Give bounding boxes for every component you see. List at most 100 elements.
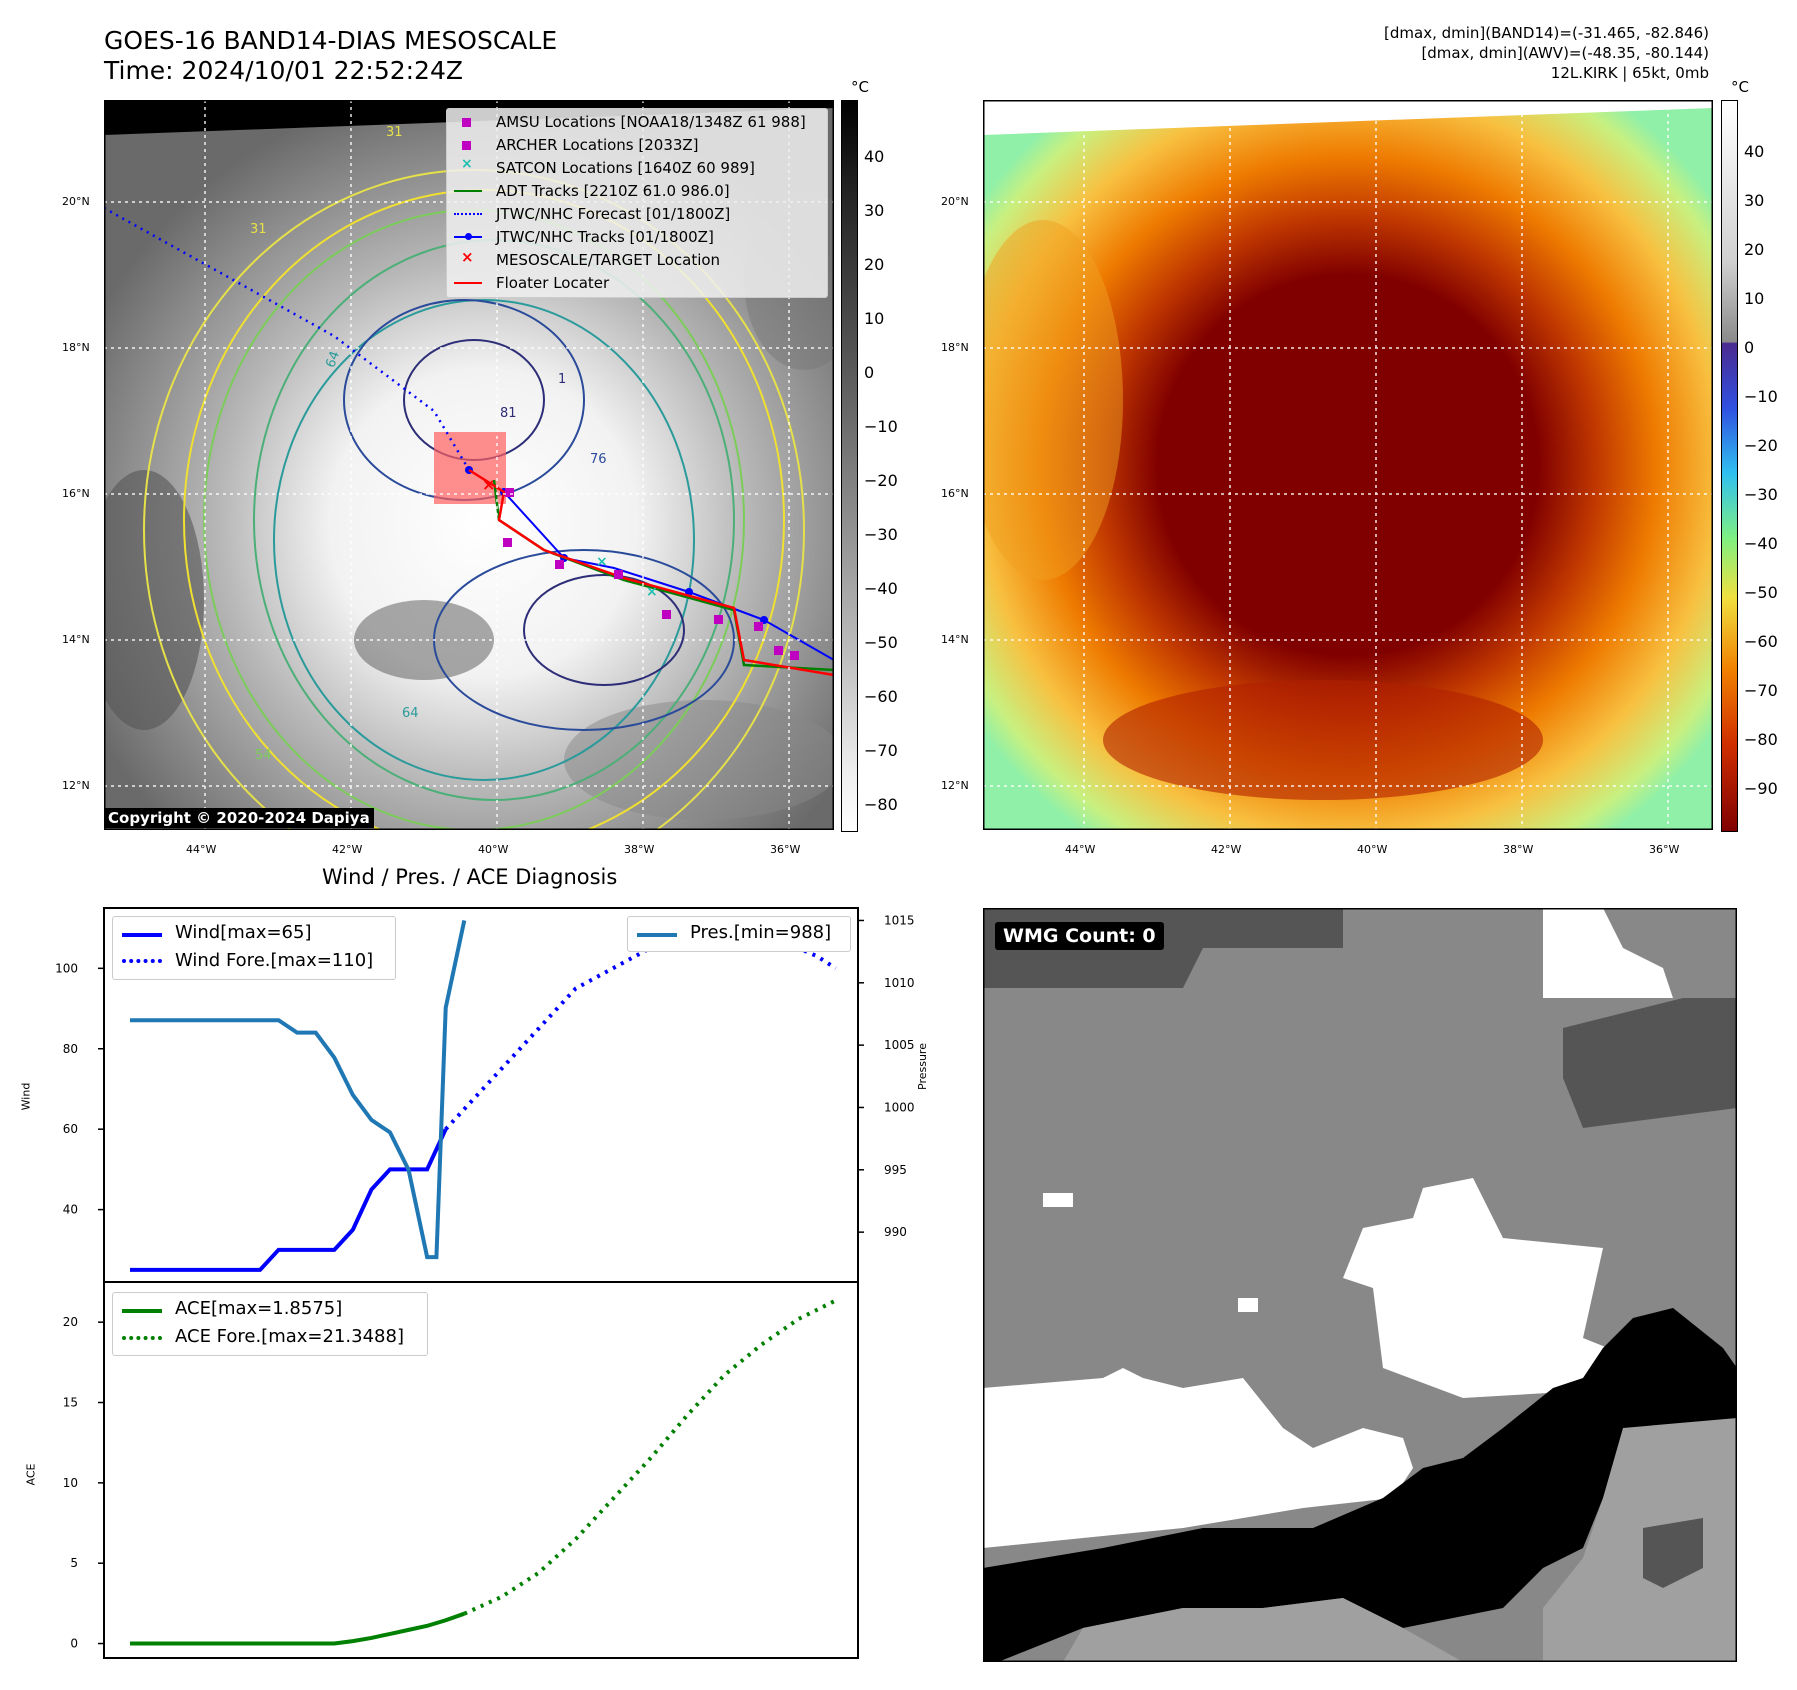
wind-axis-label: Wind [19,1082,33,1111]
series-line-0 [130,1128,448,1272]
y-right-tick-label: 1015 [884,913,915,927]
series-line-2 [130,920,467,1260]
svg-text:×: × [482,475,495,494]
legend-marker [454,190,482,192]
lon-label: 44°W [186,843,217,856]
legend-item-wind: Wind[max=65] [175,922,312,943]
legend-marker [454,213,482,215]
copyright-badge: Copyright © 2020-2024 Dapiya [104,808,374,828]
lon-label: 38°W [624,843,655,856]
lon-label: 40°W [478,843,509,856]
legend-marker [462,141,471,150]
lon-label: 42°W [332,843,363,856]
colorbar-left-tick: 40 [864,147,885,166]
lat-label: 18°N [62,341,90,354]
lat-label: 16°N [941,487,969,500]
figure-title: GOES-16 BAND14-DIAS MESOSCALE [104,26,558,55]
y-right-tick-label: 1005 [884,1038,915,1052]
colorbar-right-tick: −20 [1744,436,1778,455]
lat-label: 20°N [62,195,90,208]
lon-label: 36°W [770,843,801,856]
legend-item-wind-fore: Wind Fore.[max=110] [175,950,374,971]
legend-item-forecast: JTWC/NHC Forecast [01/1800Z] [496,205,731,223]
colorbar-right-tick: 0 [1744,338,1755,357]
contour-label: 31 [250,222,267,237]
colorbar-left-tick: −80 [864,795,898,814]
legend-line-pressure [637,933,677,937]
legend-item-ace: ACE[max=1.8575] [175,1298,343,1319]
y-right-tick-label: 1000 [884,1100,915,1114]
legend-item-floater: Floater Locater [496,274,610,292]
diagnosis-title: Wind / Pres. / ACE Diagnosis [322,865,618,889]
y-right-tick-label: 1010 [884,976,915,990]
legend-item-adt: ADT Tracks [2210Z 61.0 986.0] [496,182,730,200]
colorbar-left-tick: 0 [864,363,875,382]
y-tick-label: 0 [70,1637,78,1651]
colorbar-right-tick: −80 [1744,730,1778,749]
pressure-axis-label: Pressure [916,1043,929,1090]
legend-marker [454,282,482,284]
legend-marker: × [461,156,473,172]
contour-label: 81 [500,406,517,421]
lon-label: 38°W [1503,843,1534,856]
colorbar-left-tick: −40 [864,579,898,598]
colorbar-right-tick: −70 [1744,681,1778,700]
wind-legend [112,916,396,980]
legend-item-amsu: AMSU Locations [NOAA18/1348Z 61 988] [496,113,806,131]
legend-item-tracks: JTWC/NHC Tracks [01/1800Z] [496,228,714,246]
y-tick-label: 40 [63,1203,78,1217]
legend-line-wind-fore [122,959,162,963]
colorbar-left-tick: 20 [864,255,885,274]
legend-item-archer: ARCHER Locations [2033Z] [496,136,699,154]
colorbar-right-tick: −40 [1744,534,1778,553]
colorbar-right-tick: 40 [1744,142,1765,161]
y-tick-label: 20 [63,1315,78,1329]
svg-text:×: × [596,554,608,570]
colorbar-left [841,100,858,832]
y-tick-label: 100 [55,961,78,975]
colorbar-right-tick: 30 [1744,191,1765,210]
contour-label: 64 [402,706,419,721]
colorbar-right-tick: −90 [1744,779,1778,798]
y-tick-label: 80 [63,1042,78,1056]
lon-label: 40°W [1357,843,1388,856]
ace-legend [112,1292,428,1356]
colorbar-right [1721,100,1738,832]
y-right-tick-label: 990 [884,1225,907,1239]
lat-label: 18°N [941,341,969,354]
map-legend [446,108,828,298]
y-tick-label: 10 [63,1476,78,1490]
stats-line-band14: [dmax, dmin](BAND14)=(-31.465, -82.846) [1384,24,1709,42]
lat-label: 14°N [62,633,90,646]
legend-line-wind [122,933,162,937]
colorbar-left-unit: °C [851,78,869,96]
colorbar-right-tick: 10 [1744,289,1765,308]
contour-label: 76 [590,452,607,467]
colorbar-right-tick: −30 [1744,485,1778,504]
colorbar-right-unit: °C [1731,78,1749,96]
colorbar-right-tick: 20 [1744,240,1765,259]
legend-marker [465,233,472,240]
awv-map-panel [983,100,1713,830]
y-tick-label: 15 [63,1396,78,1410]
figure-time: Time: 2024/10/01 22:52:24Z [104,56,463,85]
wmg-panel [983,908,1737,1662]
series-line-0 [130,1611,465,1646]
lat-label: 14°N [941,633,969,646]
series-line-1 [444,926,837,1131]
ace-axis-label: ACE [24,1463,38,1486]
colorbar-left-tick: −30 [864,525,898,544]
legend-item-satcon: SATCON Locations [1640Z 60 989] [496,159,755,177]
legend-line-ace [122,1309,162,1313]
svg-text:×: × [646,584,658,600]
contour-label: 1 [558,372,567,387]
legend-item-pressure: Pres.[min=988] [690,922,832,943]
legend-line-ace-fore [122,1336,162,1340]
y-right-tick-label: 995 [884,1163,907,1177]
colorbar-left-tick: −10 [864,417,898,436]
y-tick-label: 60 [63,1122,78,1136]
lon-label: 44°W [1065,843,1096,856]
legend-item-target: MESOSCALE/TARGET Location [496,251,721,269]
colorbar-right-tick: −60 [1744,632,1778,651]
